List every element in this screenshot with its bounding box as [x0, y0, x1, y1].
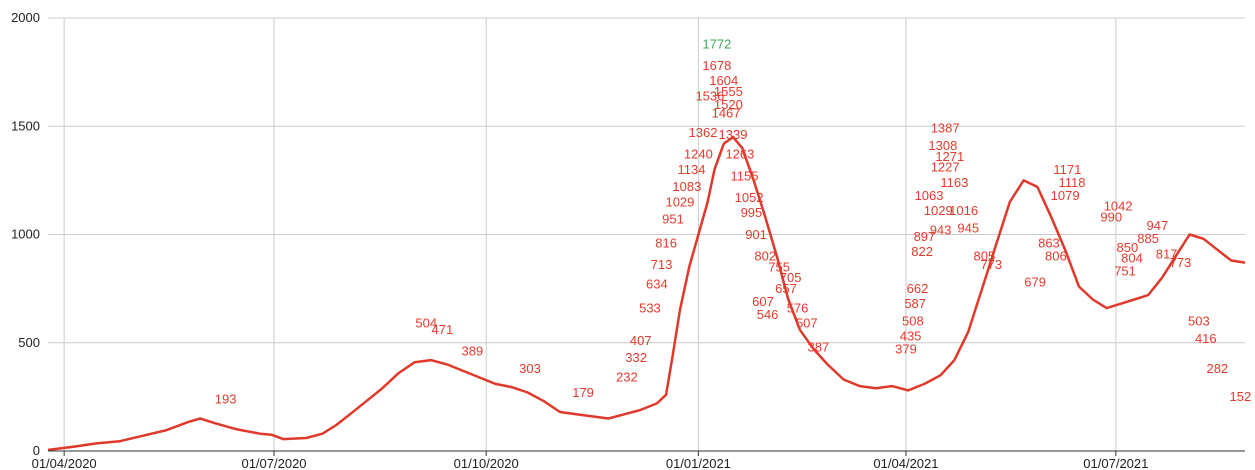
data-label: 901	[745, 227, 767, 242]
data-label: 1678	[702, 58, 731, 73]
data-label: 303	[519, 361, 541, 376]
series-line	[47, 135, 1246, 452]
data-label: 1134	[677, 162, 705, 177]
max-value-label: 1772	[702, 36, 731, 51]
data-label: 504	[415, 316, 437, 331]
data-label: 607	[752, 294, 774, 309]
data-label: 885	[1137, 231, 1159, 246]
data-label: 804	[1121, 251, 1143, 266]
y-tick-label: 2000	[11, 10, 40, 25]
data-label: 179	[572, 385, 594, 400]
data-label: 503	[1188, 313, 1210, 328]
data-label: 379	[895, 342, 917, 357]
data-label: 1029	[665, 194, 694, 209]
data-label: 850	[1117, 240, 1139, 255]
data-label: 332	[625, 350, 647, 365]
data-label: 773	[980, 257, 1002, 272]
data-label: 943	[930, 223, 952, 238]
data-label: 1042	[1104, 199, 1133, 214]
data-label: 1083	[672, 179, 701, 194]
data-label: 508	[902, 313, 924, 328]
data-label: 1536	[695, 88, 724, 103]
data-label: 1063	[915, 188, 944, 203]
data-label: 533	[639, 300, 661, 315]
data-label: 1240	[684, 147, 713, 162]
data-label: 705	[780, 270, 802, 285]
x-tick-label: 01/04/2021	[873, 456, 938, 470]
x-tick-label: 01/07/2021	[1083, 456, 1148, 470]
data-label: 657	[775, 281, 797, 296]
data-label: 1155	[731, 168, 759, 183]
data-label: 546	[757, 307, 779, 322]
data-label: 1387	[931, 121, 960, 136]
data-label: 1362	[689, 125, 718, 140]
data-label: 1029	[924, 203, 953, 218]
x-tick-label: 01/07/2020	[241, 456, 306, 470]
data-label: 1016	[949, 203, 978, 218]
data-label: 995	[741, 205, 763, 220]
data-label: 751	[1114, 264, 1136, 279]
data-label: 576	[787, 300, 809, 315]
series	[47, 135, 1246, 452]
x-tick-label: 01/10/2020	[454, 456, 519, 470]
data-label: 1271	[935, 149, 964, 164]
data-label: 1118	[1059, 175, 1086, 190]
data-label: 232	[616, 370, 638, 385]
data-label: 662	[907, 281, 929, 296]
data-label: 951	[662, 212, 684, 227]
data-label: 945	[957, 220, 979, 235]
data-label: 802	[754, 248, 776, 263]
data-label: 1227	[931, 160, 960, 175]
data-label: 282	[1206, 361, 1228, 376]
data-label: 389	[462, 344, 484, 359]
data-label: 1467	[712, 106, 741, 121]
y-tick-label: 0	[33, 443, 40, 458]
data-label: 755	[768, 259, 790, 274]
data-label: 387	[807, 339, 829, 354]
data-label: 817	[1156, 246, 1178, 261]
data-label: 1052	[735, 190, 764, 205]
data-label: 634	[646, 277, 668, 292]
data-label: 1163	[940, 175, 968, 190]
data-label: 863	[1038, 235, 1060, 250]
x-tick-label: 01/01/2021	[666, 456, 731, 470]
data-label: 897	[914, 229, 936, 244]
y-axis-ticks: 0 500 1000 1500 2000	[11, 10, 40, 458]
data-label: 773	[1170, 255, 1192, 270]
data-label: 947	[1147, 218, 1169, 233]
data-label: 805	[974, 248, 996, 263]
data-label: 822	[911, 244, 933, 259]
x-tick-label: 01/04/2020	[32, 456, 97, 470]
data-label: 816	[655, 235, 677, 250]
data-label: 1555	[714, 84, 743, 99]
data-label: 679	[1024, 274, 1046, 289]
data-label: 587	[904, 296, 926, 311]
data-label: 407	[630, 333, 652, 348]
data-label: 806	[1045, 248, 1067, 263]
grid	[48, 17, 1245, 452]
data-label: 435	[900, 329, 922, 344]
data-label: 1308	[928, 138, 957, 153]
data-label: 507	[796, 316, 818, 331]
data-label: 1604	[709, 73, 738, 88]
data-label: 193	[215, 391, 237, 406]
data-label: 1263	[725, 147, 754, 162]
data-label: 990	[1100, 210, 1122, 225]
y-tick-label: 1500	[11, 118, 40, 133]
data-label: 471	[432, 322, 454, 337]
data-label: 713	[651, 257, 673, 272]
data-label: 1079	[1051, 188, 1080, 203]
x-axis-ticks: 01/04/2020 01/07/2020 01/10/2020 01/01/2021…	[32, 451, 1148, 470]
data-label: 416	[1195, 331, 1217, 346]
data-label: 152	[1230, 389, 1252, 404]
data-label: 1520	[714, 97, 743, 112]
data-label: 1171	[1053, 162, 1081, 177]
data-label: 1339	[719, 127, 748, 142]
y-tick-label: 1000	[11, 227, 40, 242]
y-tick-label: 500	[18, 335, 40, 350]
